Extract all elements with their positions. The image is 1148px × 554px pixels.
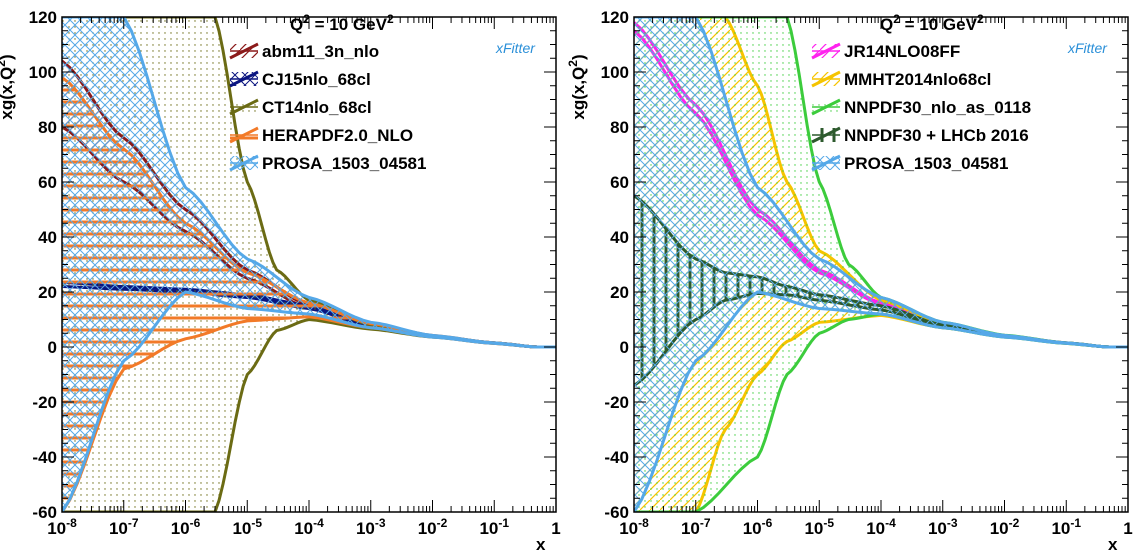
legend-entry: abm11_3n_nlo — [262, 42, 379, 61]
x-tick-label: 10-6 — [171, 516, 201, 538]
legend-entry: CT14nlo_68cl — [262, 98, 372, 117]
y-tick-label: 80 — [610, 118, 629, 137]
y-axis-label: xg(x,Q2) — [566, 54, 588, 119]
band-fill — [62, 17, 556, 512]
x-tick-label: 10-5 — [232, 516, 262, 538]
x-tick-label: 10-4 — [866, 516, 896, 538]
left-panel: -60 -40 -20 0 20 40 60 80 100 120 10-8 10-7 10-6 10-5… — [0, 8, 561, 554]
legend-swatch — [229, 154, 259, 172]
x-tick-label: 10-2 — [418, 516, 448, 538]
y-tick-label: 60 — [38, 173, 57, 192]
legend-swatch — [229, 98, 259, 116]
x-tick-label: 10-1 — [479, 516, 509, 538]
series-prosa-1503-04581 — [634, 17, 1128, 512]
legend-swatch — [811, 42, 841, 60]
legend-swatch — [811, 98, 841, 116]
y-tick-label: 100 — [601, 63, 629, 82]
plot-area — [62, 17, 556, 512]
band-fill — [634, 17, 1128, 512]
y-tick-label: -20 — [604, 393, 629, 412]
legend-entry: MMHT2014nlo68cl — [844, 70, 991, 89]
x-tick-label: 1 — [1123, 519, 1132, 538]
x-axis-label: x — [536, 535, 546, 554]
y-tick-label: -60 — [604, 503, 629, 522]
y-axis-label: xg(x,Q2) — [0, 54, 16, 119]
xfitter-logo: xFitter — [495, 40, 536, 56]
y-tick-label: -40 — [32, 448, 57, 467]
y-tick-label: 60 — [610, 173, 629, 192]
legend-entry: JR14NLO08FF — [844, 42, 960, 61]
q2-title: Q2 = 10 GeV2 — [880, 12, 984, 34]
y-tick-label: 20 — [38, 283, 57, 302]
y-tick-label: -60 — [32, 503, 57, 522]
y-tick-label: 120 — [29, 8, 57, 27]
y-tick-label: -20 — [32, 393, 57, 412]
xfitter-logo: xFitter — [1067, 40, 1108, 56]
band-fill — [634, 17, 1128, 512]
x-tick-label: 10-2 — [990, 516, 1020, 538]
legend-swatch — [229, 70, 259, 88]
legend-entry: HERAPDF2.0_NLO — [262, 126, 413, 145]
x-tick-label: 10-8 — [47, 516, 77, 538]
band-lower-line — [62, 290, 556, 512]
x-tick-label: 10-5 — [804, 516, 834, 538]
x-tick-label: 10-4 — [294, 516, 324, 538]
legend-swatch — [811, 126, 841, 144]
x-tick-label: 10-1 — [1051, 516, 1081, 538]
y-tick-label: 0 — [620, 338, 629, 357]
legend-entry: NNPDF30_nlo_as_0118 — [844, 98, 1031, 117]
x-tick-label: 10-7 — [681, 516, 711, 538]
series-prosa-1503-04581 — [62, 17, 556, 512]
x-tick-label: 1 — [551, 519, 560, 538]
x-tick-label: 10-8 — [619, 516, 649, 538]
x-axis-label: x — [1108, 535, 1118, 554]
right-panel: -60 -40 -20 0 20 40 60 80 100 120 10-8 10-7 10-6 10-5… — [566, 8, 1133, 554]
y-tick-label: 80 — [38, 118, 57, 137]
x-tick-label: 10-3 — [928, 516, 958, 538]
q2-title: Q2 = 10 GeV2 — [290, 12, 394, 34]
y-tick-label: 40 — [610, 228, 629, 247]
legend-entry: PROSA_1503_04581 — [844, 154, 1008, 173]
y-tick-label: 100 — [29, 63, 57, 82]
y-tick-label: 0 — [48, 338, 57, 357]
x-tick-label: 10-3 — [356, 516, 386, 538]
y-tick-label: 20 — [610, 283, 629, 302]
legend-swatch — [811, 70, 841, 88]
legend-swatch — [229, 42, 259, 60]
y-tick-label: -40 — [604, 448, 629, 467]
y-tick-label: 40 — [38, 228, 57, 247]
legend-swatch — [811, 154, 841, 172]
y-tick-label: 120 — [601, 8, 629, 27]
legend-swatch — [229, 126, 259, 144]
x-tick-label: 10-6 — [743, 516, 773, 538]
band-fill — [62, 17, 556, 512]
legend-entry: PROSA_1503_04581 — [262, 154, 426, 173]
x-tick-label: 10-7 — [109, 516, 139, 538]
band-lower-line — [634, 290, 1128, 512]
legend-entry: NNPDF30 + LHCb 2016 — [844, 126, 1029, 145]
legend-entry: CJ15nlo_68cl — [262, 70, 371, 89]
plot-area — [634, 17, 1128, 512]
